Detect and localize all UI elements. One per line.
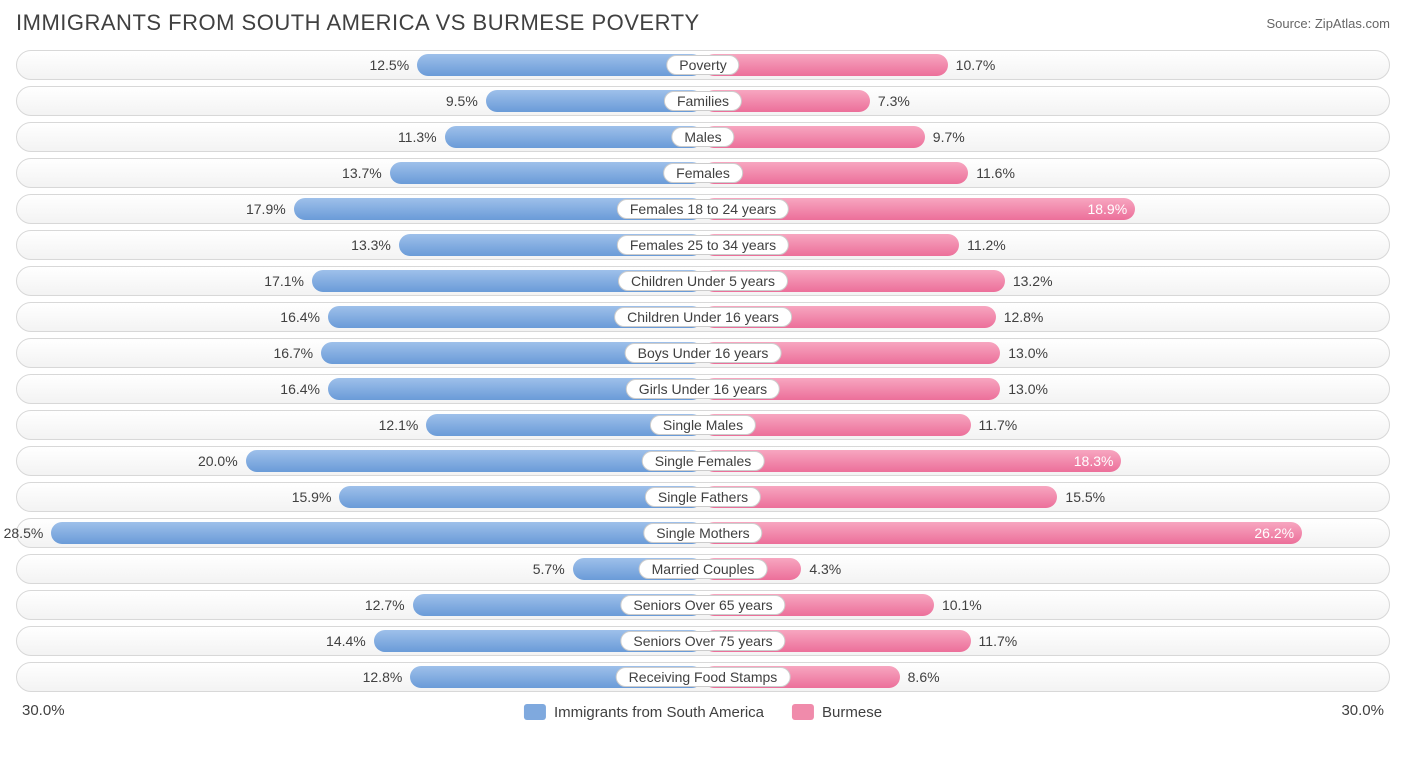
- category-label: Females 18 to 24 years: [617, 199, 789, 219]
- value-right: 10.7%: [956, 57, 996, 73]
- value-right: 11.6%: [976, 165, 1015, 181]
- chart-row: 16.7% 13.0% Boys Under 16 years: [16, 338, 1390, 368]
- bar-left: [246, 450, 703, 472]
- value-right: 13.0%: [1008, 381, 1048, 397]
- value-left: 12.1%: [379, 417, 419, 433]
- value-left: 16.4%: [280, 309, 320, 325]
- chart-row: 28.5%26.2%Single Mothers: [16, 518, 1390, 548]
- bar-right: [703, 450, 1121, 472]
- axis-right-label: 30.0%: [1341, 702, 1384, 719]
- value-left: 11.3%: [398, 129, 437, 145]
- chart-row: 12.5% 10.7% Poverty: [16, 50, 1390, 80]
- value-left: 9.5%: [446, 93, 478, 109]
- category-label: Females: [663, 163, 743, 183]
- category-label: Boys Under 16 years: [625, 343, 782, 363]
- bar-left: [417, 54, 703, 76]
- value-right: 11.7%: [979, 417, 1018, 433]
- bar-right: [703, 54, 948, 76]
- value-left: 13.3%: [351, 237, 391, 253]
- category-label: Married Couples: [639, 559, 768, 579]
- value-left: 17.9%: [246, 201, 286, 217]
- category-label: Single Mothers: [643, 523, 762, 543]
- source-label: Source: ZipAtlas.com: [1266, 16, 1390, 31]
- chart-row: 12.8% 8.6% Receiving Food Stamps: [16, 662, 1390, 692]
- value-right: 10.1%: [942, 597, 982, 613]
- chart-row: 16.4% 12.8% Children Under 16 years: [16, 302, 1390, 332]
- value-left: 15.9%: [292, 489, 332, 505]
- value-right: 8.6%: [908, 669, 940, 685]
- legend: Immigrants from South America Burmese: [524, 704, 882, 721]
- chart-row: 15.9% 15.5% Single Fathers: [16, 482, 1390, 512]
- value-right: 18.9%: [1087, 201, 1127, 217]
- bar-left: [445, 126, 703, 148]
- value-right: 7.3%: [878, 93, 910, 109]
- chart-row: 12.7% 10.1% Seniors Over 65 years: [16, 590, 1390, 620]
- legend-swatch-icon: [524, 704, 546, 720]
- legend-swatch-icon: [792, 704, 814, 720]
- category-label: Receiving Food Stamps: [616, 667, 791, 687]
- category-label: Children Under 16 years: [614, 307, 792, 327]
- chart-row: 20.0% 18.3% Single Females: [16, 446, 1390, 476]
- value-right: 18.3%: [1074, 453, 1114, 469]
- legend-item-right: Burmese: [792, 704, 882, 721]
- bar-left: [390, 162, 703, 184]
- category-label: Poverty: [666, 55, 739, 75]
- category-label: Girls Under 16 years: [626, 379, 780, 399]
- value-right: 15.5%: [1065, 489, 1105, 505]
- value-right: 11.2%: [967, 237, 1006, 253]
- value-left: 5.7%: [533, 561, 565, 577]
- category-label: Seniors Over 75 years: [620, 631, 785, 651]
- legend-item-left: Immigrants from South America: [524, 704, 764, 721]
- chart-row: 16.4% 13.0% Girls Under 16 years: [16, 374, 1390, 404]
- value-left: 17.1%: [264, 273, 304, 289]
- page-title: IMMIGRANTS FROM SOUTH AMERICA VS BURMESE…: [16, 10, 700, 36]
- chart-row: 11.3% 9.7% Males: [16, 122, 1390, 152]
- value-left: 20.0%: [198, 453, 238, 469]
- value-left: 16.7%: [273, 345, 313, 361]
- chart-row: 14.4% 11.7% Seniors Over 75 years: [16, 626, 1390, 656]
- value-right: 13.0%: [1008, 345, 1048, 361]
- legend-label-right: Burmese: [822, 704, 882, 721]
- bar-right: [703, 126, 925, 148]
- value-left: 14.4%: [326, 633, 366, 649]
- category-label: Families: [664, 91, 742, 111]
- value-left: 16.4%: [280, 381, 320, 397]
- chart-row: 13.7% 11.6% Females: [16, 158, 1390, 188]
- category-label: Single Fathers: [645, 487, 761, 507]
- bar-right: [703, 522, 1302, 544]
- value-left: 13.7%: [342, 165, 382, 181]
- value-right: 4.3%: [809, 561, 841, 577]
- value-right: 9.7%: [933, 129, 965, 145]
- category-label: Females 25 to 34 years: [617, 235, 789, 255]
- chart-row: 13.3% 11.2% Females 25 to 34 years: [16, 230, 1390, 260]
- value-left: 12.8%: [363, 669, 403, 685]
- chart-footer: 30.0% Immigrants from South America Burm…: [16, 700, 1390, 724]
- category-label: Single Males: [650, 415, 756, 435]
- category-label: Males: [671, 127, 734, 147]
- value-left: 28.5%: [4, 525, 44, 541]
- value-left: 12.7%: [365, 597, 405, 613]
- value-right: 26.2%: [1254, 525, 1294, 541]
- chart-row: 5.7% 4.3% Married Couples: [16, 554, 1390, 584]
- category-label: Seniors Over 65 years: [620, 595, 785, 615]
- value-right: 13.2%: [1013, 273, 1053, 289]
- category-label: Children Under 5 years: [618, 271, 788, 291]
- value-right: 11.7%: [979, 633, 1018, 649]
- value-right: 12.8%: [1004, 309, 1044, 325]
- bar-left: [51, 522, 703, 544]
- chart-container: 12.5% 10.7% Poverty 9.5% 7.3% Families 11.3% 9.…: [16, 50, 1390, 692]
- chart-row: 12.1% 11.7% Single Males: [16, 410, 1390, 440]
- chart-row: 9.5% 7.3% Families: [16, 86, 1390, 116]
- legend-label-left: Immigrants from South America: [554, 704, 764, 721]
- category-label: Single Females: [642, 451, 765, 471]
- chart-row: 17.9% 18.9% Females 18 to 24 years: [16, 194, 1390, 224]
- chart-row: 17.1% 13.2% Children Under 5 years: [16, 266, 1390, 296]
- value-left: 12.5%: [369, 57, 409, 73]
- axis-left-label: 30.0%: [22, 702, 65, 719]
